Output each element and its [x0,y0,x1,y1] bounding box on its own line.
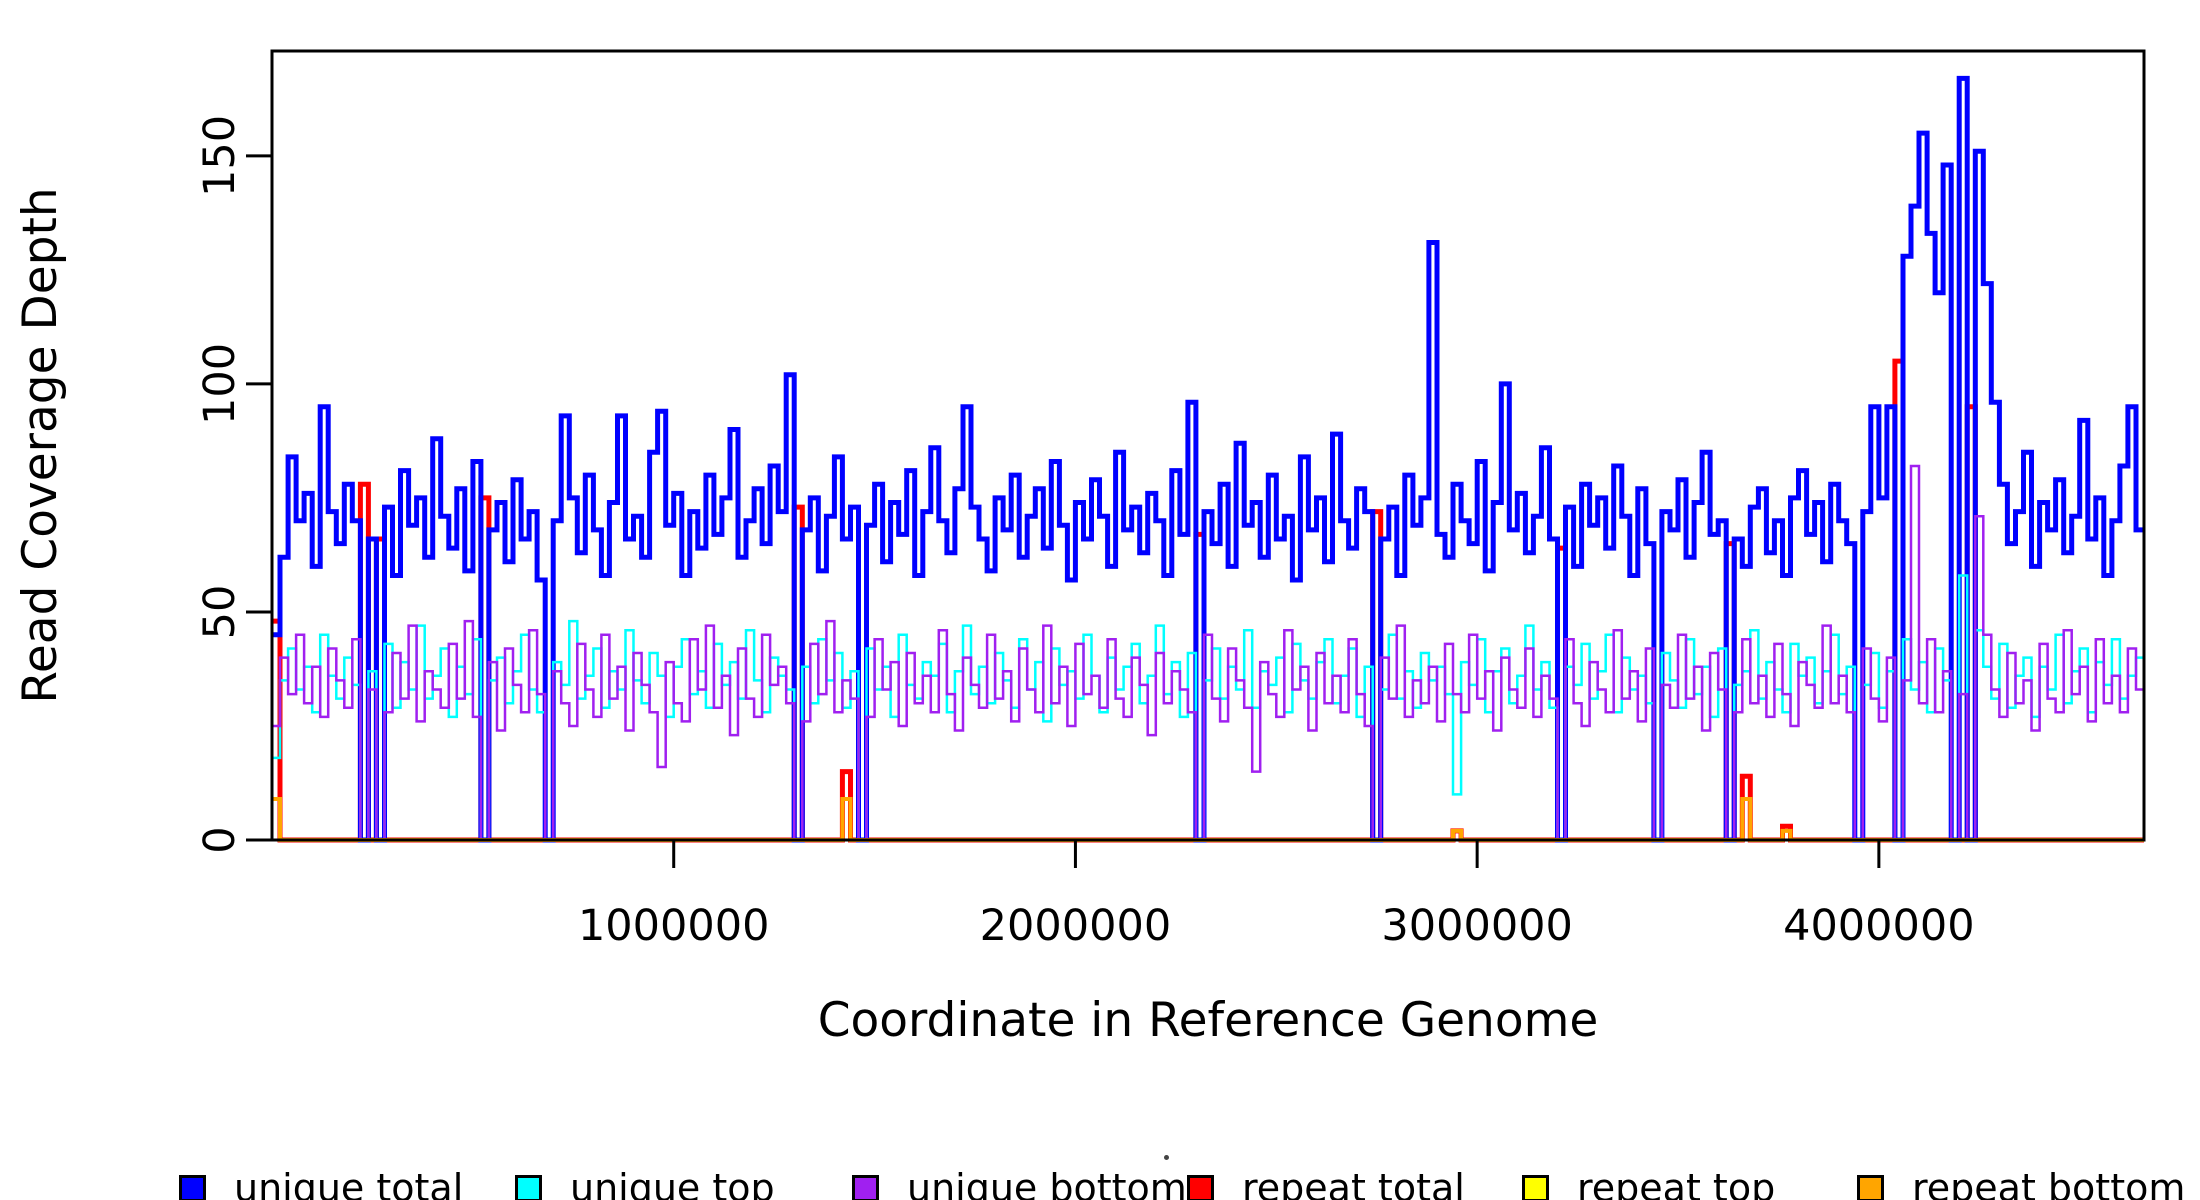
x-tick-label: 2000000 [980,901,1172,951]
plot-border [270,49,2146,842]
series-unique-total-line [272,75,2144,843]
x-tick-label: 1000000 [578,901,770,951]
y-tick-label: 0 [195,826,245,853]
x-tick-label: 4000000 [1783,901,1975,951]
series-unique-bottom-line [272,464,2144,842]
series-lines [272,75,2144,843]
x-axis-title: Coordinate in Reference Genome [818,993,1599,1048]
y-axis: 0 50 100 150 [195,115,272,854]
x-axis: 1000000 2000000 3000000 4000000 [578,840,1975,951]
y-axis-title: Read Coverage Depth [13,187,68,703]
y-tick-label: 150 [195,115,245,197]
stray-dot [1164,1155,1169,1160]
y-tick-label: 50 [195,585,245,640]
x-tick-label: 3000000 [1381,901,1573,951]
y-tick-label: 100 [195,343,245,425]
